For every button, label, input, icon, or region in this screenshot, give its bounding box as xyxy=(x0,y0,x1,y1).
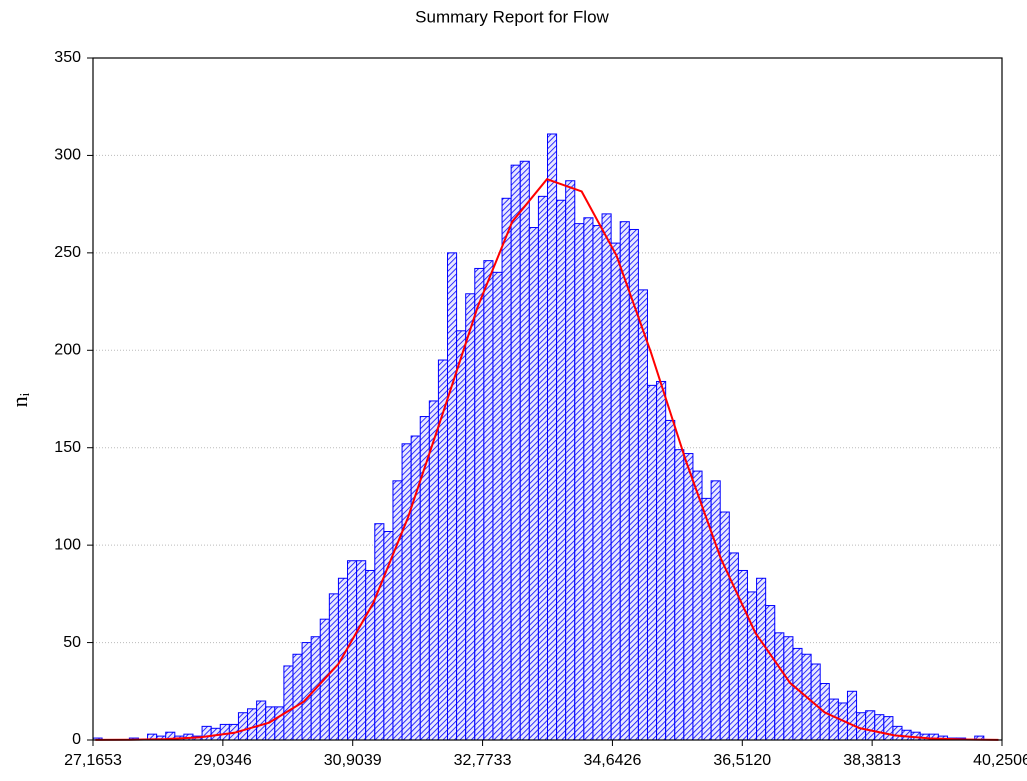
y-tick-label: 350 xyxy=(54,49,81,66)
bar xyxy=(646,384,658,741)
bar xyxy=(437,359,449,741)
bar xyxy=(292,653,303,741)
bar xyxy=(256,700,267,741)
bar xyxy=(556,199,567,741)
bar xyxy=(874,714,885,741)
bar xyxy=(601,213,612,741)
bar xyxy=(219,723,230,741)
bar xyxy=(401,443,412,741)
bar xyxy=(483,260,494,741)
bar xyxy=(347,560,358,741)
bar xyxy=(619,221,630,741)
bar xyxy=(637,289,648,741)
bar xyxy=(392,480,403,741)
bar xyxy=(456,330,467,741)
bar xyxy=(301,642,312,741)
bar xyxy=(383,531,394,741)
x-tick-label: 30,9039 xyxy=(324,752,382,769)
bar xyxy=(328,593,339,741)
bar xyxy=(374,523,385,741)
bar xyxy=(746,591,758,741)
bar xyxy=(519,160,530,741)
bar xyxy=(774,632,785,741)
bar xyxy=(719,511,730,741)
x-tick-label: 40,2506 xyxy=(973,752,1027,769)
bar xyxy=(828,698,839,741)
bar xyxy=(692,470,703,741)
y-tick-label: 0 xyxy=(72,731,81,748)
x-tick-label: 34,6426 xyxy=(584,752,642,769)
bar xyxy=(237,712,249,741)
chart-title: Summary Report for Flow xyxy=(415,7,609,26)
bar xyxy=(865,710,876,741)
bar xyxy=(756,577,767,741)
bar xyxy=(674,449,685,741)
x-tick-label: 32,7733 xyxy=(454,752,512,769)
bar xyxy=(665,419,676,741)
bar xyxy=(474,267,485,741)
y-tick-label: 150 xyxy=(54,439,81,456)
x-tick-label: 38,3813 xyxy=(843,752,901,769)
bar xyxy=(765,605,776,741)
bar xyxy=(710,480,721,741)
bar xyxy=(337,577,349,741)
bar xyxy=(492,271,503,741)
plot-frame xyxy=(92,57,1003,741)
bar xyxy=(501,197,512,741)
y-tick-label: 250 xyxy=(54,244,81,261)
bar xyxy=(792,647,803,741)
x-tick-label: 29,0346 xyxy=(194,752,252,769)
bar xyxy=(565,180,576,741)
bar xyxy=(283,665,294,741)
bar xyxy=(274,706,285,741)
y-axis-label: nᵢ xyxy=(7,392,32,407)
bar xyxy=(892,725,903,741)
y-tick-label: 300 xyxy=(54,147,81,164)
bar xyxy=(701,497,712,741)
bar xyxy=(365,569,376,741)
x-tick-label: 36,5120 xyxy=(713,752,771,769)
bar xyxy=(537,195,549,741)
fit-curve xyxy=(95,178,999,741)
bar xyxy=(410,435,421,741)
bar xyxy=(247,708,258,741)
bar xyxy=(356,560,367,741)
bar xyxy=(737,569,748,741)
bar xyxy=(610,242,621,741)
bar xyxy=(547,133,558,741)
bar xyxy=(574,223,585,741)
y-tick-label: 50 xyxy=(63,634,81,651)
y-tick-label: 100 xyxy=(54,536,81,553)
bar xyxy=(656,380,667,741)
bar xyxy=(846,690,858,741)
bar xyxy=(528,227,539,741)
bar xyxy=(683,453,694,741)
bar xyxy=(447,252,458,741)
bar xyxy=(583,217,594,741)
y-tick-label: 200 xyxy=(54,342,81,359)
bar xyxy=(465,293,476,741)
bar xyxy=(592,225,603,741)
bar xyxy=(783,636,794,741)
bar xyxy=(883,716,894,741)
bar xyxy=(201,725,212,741)
bar xyxy=(510,164,521,741)
x-tick-label: 27,1653 xyxy=(64,752,122,769)
